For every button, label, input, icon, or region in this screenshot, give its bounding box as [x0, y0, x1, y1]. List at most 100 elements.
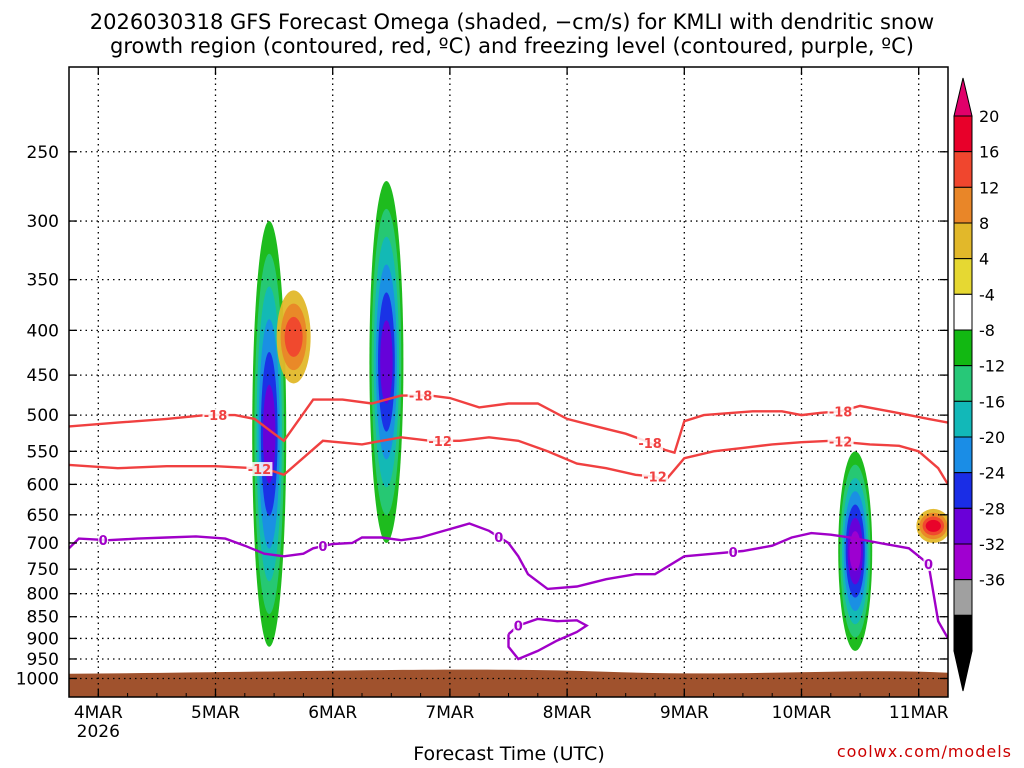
- colorbar-swatch-13: [953, 579, 973, 616]
- x-tick-sublabel-4MAR: 2026: [77, 722, 120, 742]
- y-tick-label-300: 300: [27, 212, 59, 232]
- contour-label-1-1: -12: [428, 435, 452, 450]
- terrain: [69, 669, 948, 697]
- y-tick-label-850: 850: [27, 608, 59, 628]
- colorbar: 20 16 12 8 4 -4 -8 -12 -16 -20 -24 -28 -32 -36: [953, 77, 1005, 692]
- contour-label-bg: [923, 557, 934, 572]
- omega-feature-1-level-28: [262, 384, 276, 484]
- y-tick-label-900: 900: [27, 629, 59, 649]
- omega-feature-4-level-16: [284, 316, 303, 357]
- x-tick-label-11MAR: 11MAR: [889, 703, 949, 723]
- colorbar-label--12: -12: [979, 357, 1005, 376]
- contour-dendritic-18c: [69, 394, 948, 455]
- colorbar-swatch-4: [953, 258, 973, 295]
- colorbar-swatch-7: [953, 365, 973, 402]
- colorbar-swatch-6: [953, 329, 973, 367]
- x-tick-label-7MAR: 7MAR: [425, 703, 474, 723]
- omega-feature-2-level-28: [380, 320, 393, 404]
- colorbar-label-12: 12: [979, 178, 999, 197]
- colorbar-swatch-5: [953, 293, 973, 331]
- x-tick-label-6MAR: 6MAR: [308, 703, 357, 723]
- colorbar-swatch-14: [953, 614, 973, 652]
- y-tick-label-500: 500: [27, 406, 59, 426]
- chart-title-line-1: 2026030318 GFS Forecast Omega (shaded, −…: [89, 10, 935, 34]
- y-tick-label-950: 950: [27, 650, 59, 670]
- colorbar-swatch-10: [953, 472, 973, 509]
- colorbar-label-4: 4: [979, 250, 989, 269]
- colorbar-swatch-3: [953, 222, 973, 260]
- contour-label-bg: [427, 433, 454, 448]
- colorbar-label--8: -8: [979, 321, 995, 340]
- colorbar-swatch-2: [953, 186, 973, 224]
- contour-label-2-1: 0: [318, 540, 327, 555]
- y-tick-label-600: 600: [27, 475, 59, 495]
- colorbar-label--16: -16: [979, 392, 1005, 411]
- contour-label-bg: [513, 618, 524, 633]
- contour-label-bg: [642, 469, 668, 484]
- contour-label-0-3: -18: [829, 405, 853, 420]
- colorbar-label--4: -4: [979, 285, 995, 304]
- y-tick-label-250: 250: [27, 143, 59, 163]
- colorbar-swatch-11: [953, 507, 973, 545]
- contour-label-3-0: 0: [514, 620, 523, 635]
- contour-label-bg: [317, 539, 328, 554]
- site-credit[interactable]: coolwx.com/models: [836, 742, 1012, 761]
- contours: -18 -18 -18 -18 -12 -12 -12 -12 0 0 0 0 0 0: [69, 388, 948, 661]
- contour-label-0-0: -18: [204, 409, 228, 424]
- y-tick-label-1000: 1000: [16, 669, 59, 689]
- y-tick-label-350: 350: [27, 271, 59, 291]
- contour-label-bg: [637, 436, 664, 451]
- plot-frame: [68, 66, 949, 698]
- colorbar-label-20: 20: [979, 107, 999, 126]
- contour-label-bg: [493, 529, 504, 544]
- contour-label-2-4: 0: [924, 558, 933, 573]
- colorbar-swatch-12: [953, 543, 973, 581]
- y-tick-label-400: 400: [27, 321, 59, 341]
- contour-freezing-level-0c-closed-: [507, 617, 589, 661]
- contour-label-bg: [827, 434, 854, 449]
- x-tick-label-4MAR: 4MAR: [74, 703, 123, 723]
- contour-label-bg: [246, 462, 273, 477]
- contour-label-bg: [202, 408, 229, 423]
- x-tick-label-5MAR: 5MAR: [191, 703, 240, 723]
- x-axis-label: Forecast Time (UTC): [413, 743, 605, 765]
- colorbar-label--20: -20: [979, 428, 1005, 447]
- colorbar-top-arrow: [953, 77, 973, 117]
- colorbar-label--36: -36: [979, 571, 1005, 590]
- y-axis: 2503003504004505005506006507007508008509…: [16, 143, 948, 689]
- y-tick-label-650: 650: [27, 506, 59, 526]
- contour-label-1-2: -12: [643, 471, 667, 486]
- y-tick-label-450: 450: [27, 366, 59, 386]
- colorbar-swatch-1: [953, 151, 973, 188]
- contour-freezing-level-0c: [69, 522, 948, 639]
- colorbar-bottom-arrow: [953, 650, 973, 692]
- y-tick-label-700: 700: [27, 534, 59, 554]
- contour-label-bg: [728, 544, 739, 559]
- colorbar-swatch-8: [953, 400, 973, 438]
- contour-label-bg: [98, 532, 109, 547]
- contour-dendritic-12c: [69, 436, 948, 486]
- y-tick-label-750: 750: [27, 560, 59, 580]
- omega-feature-5-level-20: [925, 519, 942, 532]
- colorbar-swatch-9: [953, 436, 973, 474]
- contour-label-1-0: -12: [248, 463, 272, 478]
- x-tick-label-8MAR: 8MAR: [543, 703, 592, 723]
- contour-label-bg: [827, 404, 854, 419]
- omega-feature-3-level-32: [849, 531, 862, 572]
- contour-label-bg: [407, 388, 434, 403]
- contour-label-0-2: -18: [638, 437, 662, 452]
- contour-label-2-0: 0: [99, 534, 108, 549]
- gridlines: [69, 67, 948, 697]
- contour-label-1-3: -12: [829, 436, 853, 451]
- colorbar-swatch-0: [953, 115, 973, 153]
- contour-label-2-3: 0: [729, 546, 738, 561]
- contour-label-0-1: -18: [409, 390, 433, 405]
- x-tick-label-9MAR: 9MAR: [660, 703, 709, 723]
- y-tick-label-550: 550: [27, 442, 59, 462]
- colorbar-label--32: -32: [979, 535, 1005, 554]
- colorbar-label--24: -24: [979, 464, 1005, 483]
- x-tick-label-10MAR: 10MAR: [772, 703, 832, 723]
- colorbar-label-8: 8: [979, 214, 989, 233]
